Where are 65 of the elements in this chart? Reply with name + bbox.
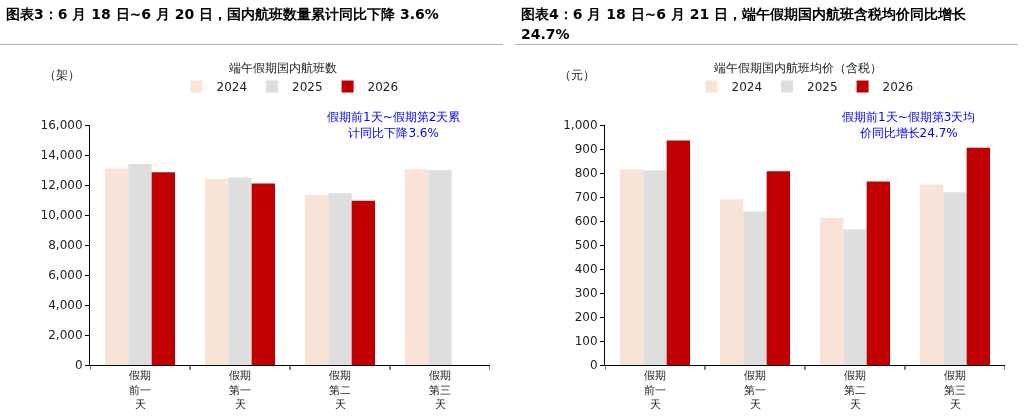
y-tick-label: 0: [74, 358, 83, 373]
y-tick-label: 900: [574, 142, 598, 157]
x-tick-label: 假期第三天: [429, 369, 451, 411]
x-tick-label: 假期第三天: [944, 369, 966, 411]
y-tick-label: 16,000: [40, 118, 83, 133]
bar: [620, 169, 644, 365]
bar: [151, 172, 175, 365]
chart-subtitle: 端午假期国内航班数: [229, 60, 338, 75]
bar: [205, 179, 229, 365]
y-tick-label: 12,000: [40, 178, 83, 193]
legend-label: 2026: [882, 80, 914, 95]
y-tick-label: 2,000: [48, 328, 83, 343]
bar: [405, 169, 429, 365]
bar: [966, 147, 990, 365]
x-tick-label: 假期前一天: [644, 369, 666, 411]
y-tick-label: 0: [589, 358, 598, 373]
x-tick-label: 假期第一天: [229, 369, 251, 411]
y-tick-label: 600: [574, 214, 598, 229]
annotation: 假期前1天~假期第2天累计同比下降3.6%: [327, 110, 461, 140]
y-tick-label: 14,000: [40, 148, 83, 163]
chart-title: 图表4：6 月 18 日~6 月 21 日，端午假期国内航班含税均价同比增长 24.7%: [515, 0, 1018, 45]
bar: [720, 199, 744, 365]
bar: [943, 192, 967, 365]
bar: [643, 170, 667, 365]
bar: [766, 171, 790, 365]
bar: [920, 184, 944, 365]
y-tick-label: 700: [574, 190, 598, 205]
bar: [128, 164, 152, 365]
y-tick-label: 800: [574, 166, 598, 181]
y-tick-label: 500: [574, 238, 598, 253]
x-tick-label: 假期第一天: [744, 369, 766, 411]
y-tick-label: 10,000: [40, 208, 83, 223]
legend-label: 2025: [807, 80, 838, 95]
bar: [843, 229, 867, 365]
bar: [305, 194, 329, 365]
y-axis-title: （架）: [44, 68, 80, 82]
x-tick-label: 假期前一天: [129, 369, 151, 411]
y-tick-label: 1,000: [563, 118, 598, 133]
y-tick-label: 4,000: [48, 298, 83, 313]
legend-label: 2026: [367, 80, 399, 95]
bar: [428, 170, 452, 365]
chart-subtitle: 端午假期国内航班均价（含税）: [714, 60, 883, 75]
bar: [228, 177, 252, 365]
y-tick-label: 200: [574, 310, 598, 325]
y-axis-title: （元）: [559, 68, 595, 82]
bar: [251, 183, 275, 365]
bar: [743, 211, 767, 365]
y-tick-label: 100: [574, 334, 598, 349]
bar: [666, 140, 690, 365]
bar: [351, 200, 375, 365]
legend-label: 2024: [216, 80, 248, 95]
x-tick-label: 假期第二天: [844, 369, 866, 411]
bar: [820, 218, 844, 365]
legend-label: 2025: [292, 80, 323, 95]
chart-title: 图表3：6 月 18 日~6 月 20 日，国内航班数量累计同比下降 3.6%: [0, 0, 503, 45]
y-tick-label: 400: [574, 262, 598, 277]
bar: [866, 181, 890, 365]
y-tick-label: 300: [574, 286, 598, 301]
y-tick-label: 8,000: [48, 238, 83, 253]
bar: [105, 168, 129, 365]
annotation: 假期前1天~假期第3天均价同比增长24.7%: [842, 110, 976, 140]
y-tick-label: 6,000: [48, 268, 83, 283]
x-tick-label: 假期第二天: [329, 369, 351, 411]
bar: [328, 193, 352, 365]
legend-label: 2024: [731, 80, 763, 95]
